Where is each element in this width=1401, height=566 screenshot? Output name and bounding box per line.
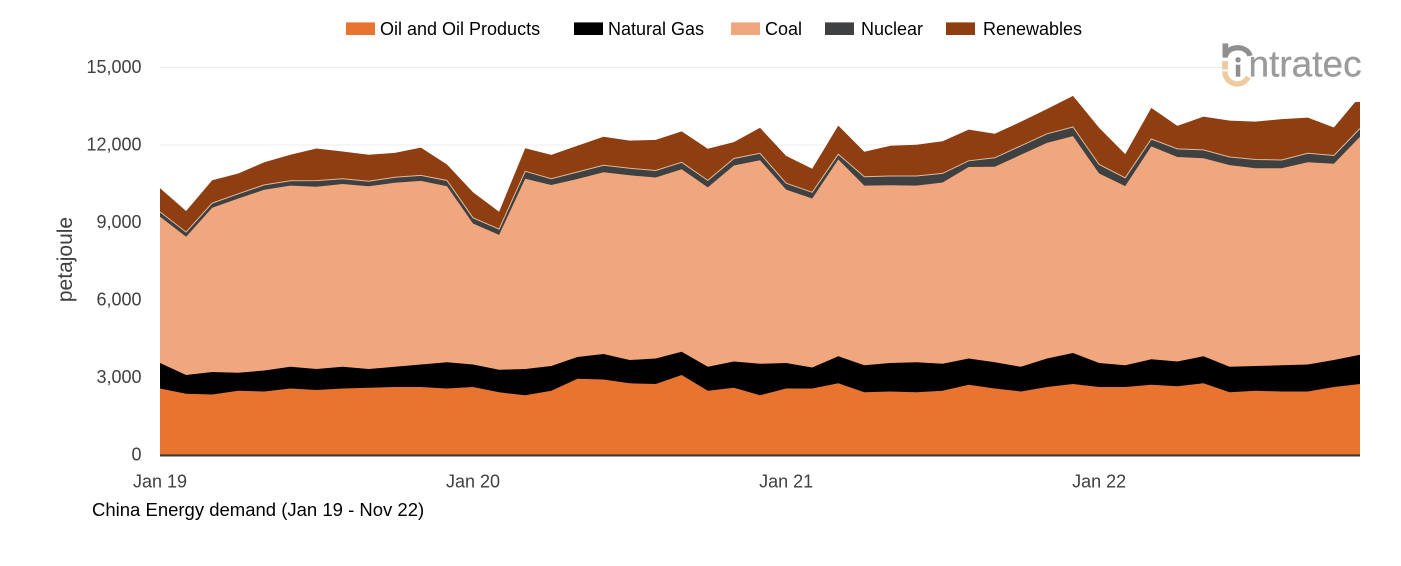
svg-text:0: 0 <box>131 444 141 464</box>
svg-text:petajoule: petajoule <box>54 217 77 302</box>
svg-text:6,000: 6,000 <box>96 289 141 309</box>
svg-text:Jan 20: Jan 20 <box>446 472 500 492</box>
svg-text:Oil and Oil Products: Oil and Oil Products <box>380 19 540 39</box>
svg-text:3,000: 3,000 <box>96 367 141 387</box>
svg-text:China Energy demand (Jan 19 -: China Energy demand (Jan 19 - Nov 22) <box>92 499 424 520</box>
svg-text:9,000: 9,000 <box>96 212 141 232</box>
svg-text:Renewables: Renewables <box>983 19 1082 39</box>
svg-text:Jan 19: Jan 19 <box>133 472 187 492</box>
svg-text:Natural Gas: Natural Gas <box>608 19 704 39</box>
svg-text:12,000: 12,000 <box>86 134 141 154</box>
svg-text:Coal: Coal <box>765 19 802 39</box>
svg-text:Jan 21: Jan 21 <box>759 472 813 492</box>
svg-text:ntratec: ntratec <box>1249 44 1362 85</box>
svg-text:15,000: 15,000 <box>86 57 141 77</box>
svg-text:Nuclear: Nuclear <box>861 19 923 39</box>
svg-text:Jan 22: Jan 22 <box>1072 472 1126 492</box>
